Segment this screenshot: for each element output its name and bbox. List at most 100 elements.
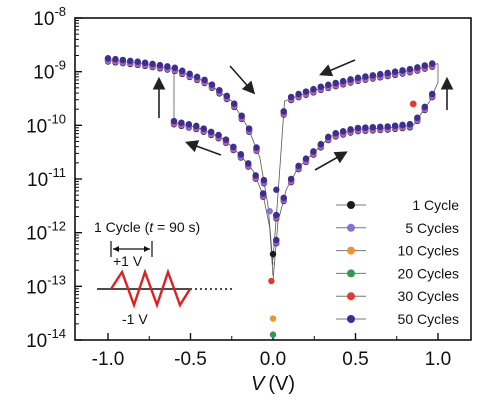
data-point bbox=[295, 162, 302, 170]
data-point bbox=[141, 59, 149, 66]
data-point bbox=[186, 70, 193, 77]
arrow-upper-left bbox=[229, 65, 256, 95]
data-point bbox=[245, 160, 252, 167]
data-point bbox=[409, 100, 417, 108]
data-point bbox=[287, 93, 295, 101]
data-point bbox=[325, 81, 332, 88]
data-point bbox=[369, 123, 377, 131]
x-tick-label: 0.5 bbox=[342, 349, 368, 370]
data-point bbox=[362, 73, 369, 80]
data-point bbox=[369, 72, 377, 79]
data-point bbox=[269, 331, 277, 338]
legend-label: 1 Cycle bbox=[412, 197, 459, 213]
inset-cycle-label: 1 Cycle (t = 90 s) bbox=[94, 219, 200, 235]
legend-marker bbox=[347, 315, 355, 323]
inset-plus-voltage: +1 V bbox=[113, 253, 143, 269]
legend: 1 Cycle 5 Cycles 10 Cycles 20 Cycles 30 Cycl… bbox=[336, 197, 459, 327]
data-point bbox=[193, 73, 201, 80]
data-point bbox=[252, 172, 259, 179]
cycle-inset: 1 Cycle (t = 90 s) +1 V -1 V bbox=[94, 219, 232, 327]
arrow-lower-right bbox=[314, 151, 348, 171]
data-point bbox=[347, 76, 354, 83]
arrow-lower-left bbox=[184, 140, 222, 156]
data-point bbox=[222, 136, 230, 143]
legend-label: 50 Cycles bbox=[398, 311, 459, 327]
legend-label: 30 Cycles bbox=[398, 288, 459, 304]
data-point bbox=[384, 69, 391, 77]
x-tick-label: -0.5 bbox=[174, 349, 207, 370]
data-point bbox=[332, 79, 339, 87]
legend-marker bbox=[347, 223, 355, 232]
data-point bbox=[179, 67, 186, 74]
data-point bbox=[421, 62, 428, 69]
data-point bbox=[317, 140, 325, 148]
data-point bbox=[399, 121, 406, 129]
inset-minus-voltage: -1 V bbox=[122, 311, 148, 327]
data-point bbox=[406, 120, 414, 128]
data-point bbox=[112, 55, 119, 63]
data-point bbox=[273, 211, 280, 219]
data-point bbox=[259, 190, 267, 197]
legend-marker bbox=[347, 269, 355, 278]
legend-marker bbox=[347, 292, 355, 301]
data-point bbox=[127, 57, 134, 64]
data-point bbox=[253, 144, 260, 151]
data-point bbox=[170, 117, 178, 125]
data-point bbox=[237, 151, 245, 158]
data-point bbox=[384, 123, 391, 130]
x-axis-ticks: -1.0 -0.5 0.0 0.5 1.0 bbox=[92, 333, 451, 370]
data-point bbox=[164, 63, 171, 70]
data-point bbox=[302, 88, 310, 95]
data-point bbox=[104, 55, 112, 62]
y-tick-label: 10-13 bbox=[26, 272, 66, 298]
data-point bbox=[317, 83, 325, 90]
data-point bbox=[201, 76, 208, 83]
data-point bbox=[156, 61, 164, 69]
data-point bbox=[207, 128, 215, 135]
y-tick-label: 10-9 bbox=[33, 58, 66, 84]
x-tick-label: -1.0 bbox=[92, 349, 125, 370]
data-point bbox=[362, 124, 369, 131]
data-point bbox=[332, 129, 339, 137]
data-point bbox=[134, 58, 141, 65]
data-markers bbox=[104, 55, 439, 338]
data-point bbox=[414, 114, 421, 121]
data-point bbox=[429, 90, 436, 98]
data-point bbox=[149, 60, 156, 68]
inset-triangle-wave bbox=[109, 268, 192, 309]
data-point bbox=[215, 131, 222, 139]
legend-marker bbox=[347, 246, 355, 255]
data-point bbox=[269, 315, 277, 322]
data-point bbox=[391, 122, 399, 129]
data-point bbox=[193, 122, 200, 130]
data-point bbox=[339, 77, 347, 85]
data-point bbox=[310, 148, 317, 155]
data-point bbox=[287, 175, 295, 183]
data-point bbox=[178, 119, 185, 126]
sweep-direction-arrows bbox=[152, 59, 454, 171]
data-point bbox=[238, 112, 245, 119]
data-point bbox=[280, 194, 287, 201]
data-point bbox=[269, 250, 277, 258]
legend-label: 10 Cycles bbox=[398, 243, 459, 259]
data-point bbox=[171, 64, 179, 71]
y-tick-label: 10-14 bbox=[26, 326, 66, 352]
data-point bbox=[421, 103, 428, 111]
y-axis-ticks: 10-14 10-13 10-12 10-11 10-10 10-9 10-8 bbox=[26, 4, 82, 352]
data-point bbox=[231, 100, 238, 107]
data-point bbox=[429, 60, 436, 67]
data-point bbox=[185, 121, 193, 128]
x-axis-title: V (V) bbox=[251, 373, 295, 395]
x-tick-label: 1.0 bbox=[425, 349, 451, 370]
legend-marker bbox=[347, 201, 355, 209]
data-point bbox=[119, 56, 127, 64]
x-tick-label: 0.0 bbox=[260, 349, 286, 370]
data-point bbox=[280, 108, 287, 115]
data-point bbox=[354, 74, 362, 81]
data-point bbox=[377, 70, 384, 78]
data-point bbox=[377, 123, 384, 131]
data-point bbox=[310, 85, 317, 93]
data-point bbox=[273, 236, 280, 244]
y-tick-label: 10-12 bbox=[26, 219, 66, 245]
